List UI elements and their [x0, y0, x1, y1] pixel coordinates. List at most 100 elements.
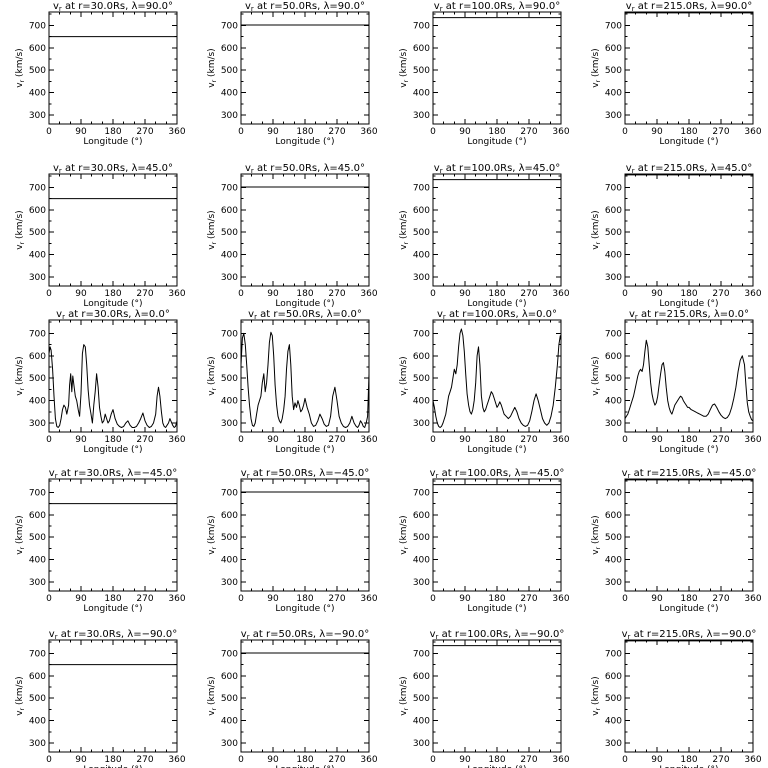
- y-tick-label: 400: [221, 717, 238, 727]
- y-tick-label: 700: [605, 21, 622, 31]
- chart-title: vr at r=30.0Rs, λ=45.0°: [53, 163, 173, 175]
- x-tick-label: 360: [360, 594, 377, 604]
- y-tick-label: 700: [605, 183, 622, 193]
- y-axis-label: vr (km/s): [591, 48, 602, 87]
- x-tick-label: 90: [651, 435, 663, 445]
- y-tick-label: 500: [221, 66, 238, 76]
- y-tick-label: 600: [413, 352, 430, 362]
- y-tick-label: 400: [605, 717, 622, 727]
- x-tick-label: 90: [267, 289, 279, 299]
- chart-title: vr at r=100.0Rs, λ=−90.0°: [430, 629, 565, 641]
- chart-title: vr at r=50.0Rs, λ=0.0°: [248, 309, 362, 321]
- y-tick-label: 300: [221, 273, 238, 283]
- y-tick-label: 600: [221, 206, 238, 216]
- plot-frame: [624, 173, 754, 287]
- x-axis-label: Longitude (°): [275, 445, 334, 455]
- y-tick-label: 400: [605, 251, 622, 261]
- x-axis-label: Longitude (°): [659, 137, 718, 147]
- x-axis-label: Longitude (°): [83, 604, 142, 614]
- y-tick-label: 600: [413, 672, 430, 682]
- x-tick-label: 90: [651, 594, 663, 604]
- x-tick-label: 270: [712, 594, 729, 604]
- x-tick-label: 270: [328, 289, 345, 299]
- y-tick-label: 600: [221, 511, 238, 521]
- x-tick-label: 180: [104, 289, 121, 299]
- x-tick-label: 0: [430, 289, 436, 299]
- x-tick-label: 0: [622, 289, 628, 299]
- y-tick-label: 400: [221, 556, 238, 566]
- y-tick-label: 700: [29, 183, 46, 193]
- chart-title: vr at r=100.0Rs, λ=90.0°: [434, 1, 560, 13]
- plot-frame: [240, 319, 370, 433]
- x-tick-label: 90: [651, 289, 663, 299]
- x-tick-label: 90: [459, 435, 471, 445]
- x-tick-label: 270: [328, 435, 345, 445]
- y-axis-label: vr (km/s): [15, 210, 26, 249]
- x-tick-label: 90: [75, 127, 87, 137]
- chart-title: vr at r=30.0Rs, λ=90.0°: [53, 1, 173, 13]
- plot-frame: [240, 639, 370, 753]
- x-tick-label: 90: [267, 755, 279, 765]
- y-tick-label: 300: [605, 111, 622, 121]
- x-tick-label: 90: [459, 755, 471, 765]
- x-tick-label: 0: [238, 127, 244, 137]
- y-tick-label: 500: [221, 374, 238, 384]
- y-tick-label: 300: [221, 578, 238, 588]
- chart-title: vr at r=30.0Rs, λ=−90.0°: [49, 629, 177, 641]
- y-tick-label: 300: [413, 578, 430, 588]
- x-tick-label: 180: [680, 289, 697, 299]
- series-line: [48, 344, 178, 428]
- x-axis-label: Longitude (°): [83, 137, 142, 147]
- x-axis-label: Longitude (°): [659, 445, 718, 455]
- x-axis-label: Longitude (°): [467, 299, 526, 309]
- plot-frame: [432, 639, 562, 753]
- y-tick-label: 400: [413, 251, 430, 261]
- y-tick-label: 400: [413, 717, 430, 727]
- y-axis-label: vr (km/s): [399, 48, 410, 87]
- x-tick-label: 360: [168, 435, 185, 445]
- y-tick-label: 500: [413, 374, 430, 384]
- y-tick-label: 600: [413, 511, 430, 521]
- y-tick-label: 500: [413, 66, 430, 76]
- plot-frame: [240, 173, 370, 287]
- y-tick-label: 700: [29, 21, 46, 31]
- chart-title: vr at r=215.0Rs, λ=90.0°: [626, 1, 752, 13]
- y-axis-label: vr (km/s): [15, 515, 26, 554]
- y-tick-label: 700: [605, 488, 622, 498]
- plot-frame: [432, 173, 562, 287]
- y-tick-label: 700: [413, 649, 430, 659]
- chart-title: vr at r=215.0Rs, λ=45.0°: [626, 163, 752, 175]
- y-axis-label: vr (km/s): [15, 48, 26, 87]
- x-tick-label: 360: [744, 289, 761, 299]
- y-tick-label: 500: [605, 694, 622, 704]
- x-tick-label: 180: [104, 435, 121, 445]
- x-axis-label: Longitude (°): [467, 765, 526, 768]
- x-axis-label: Longitude (°): [659, 765, 718, 768]
- chart-title: vr at r=50.0Rs, λ=−45.0°: [241, 468, 369, 480]
- y-tick-label: 300: [413, 739, 430, 749]
- x-tick-label: 90: [267, 127, 279, 137]
- x-tick-label: 180: [296, 755, 313, 765]
- x-tick-label: 270: [328, 594, 345, 604]
- y-axis-label: vr (km/s): [591, 210, 602, 249]
- x-tick-label: 270: [520, 435, 537, 445]
- x-tick-label: 0: [46, 127, 52, 137]
- x-tick-label: 90: [75, 755, 87, 765]
- x-tick-label: 270: [136, 127, 153, 137]
- y-tick-label: 400: [221, 251, 238, 261]
- chart-title: vr at r=100.0Rs, λ=0.0°: [437, 309, 557, 321]
- x-tick-label: 360: [552, 127, 569, 137]
- y-tick-label: 400: [413, 397, 430, 407]
- x-tick-label: 360: [360, 435, 377, 445]
- y-tick-label: 500: [413, 694, 430, 704]
- x-axis-label: Longitude (°): [83, 299, 142, 309]
- x-tick-label: 0: [238, 755, 244, 765]
- x-tick-label: 180: [104, 755, 121, 765]
- chart-title: vr at r=30.0Rs, λ=−45.0°: [49, 468, 177, 480]
- y-tick-label: 300: [413, 419, 430, 429]
